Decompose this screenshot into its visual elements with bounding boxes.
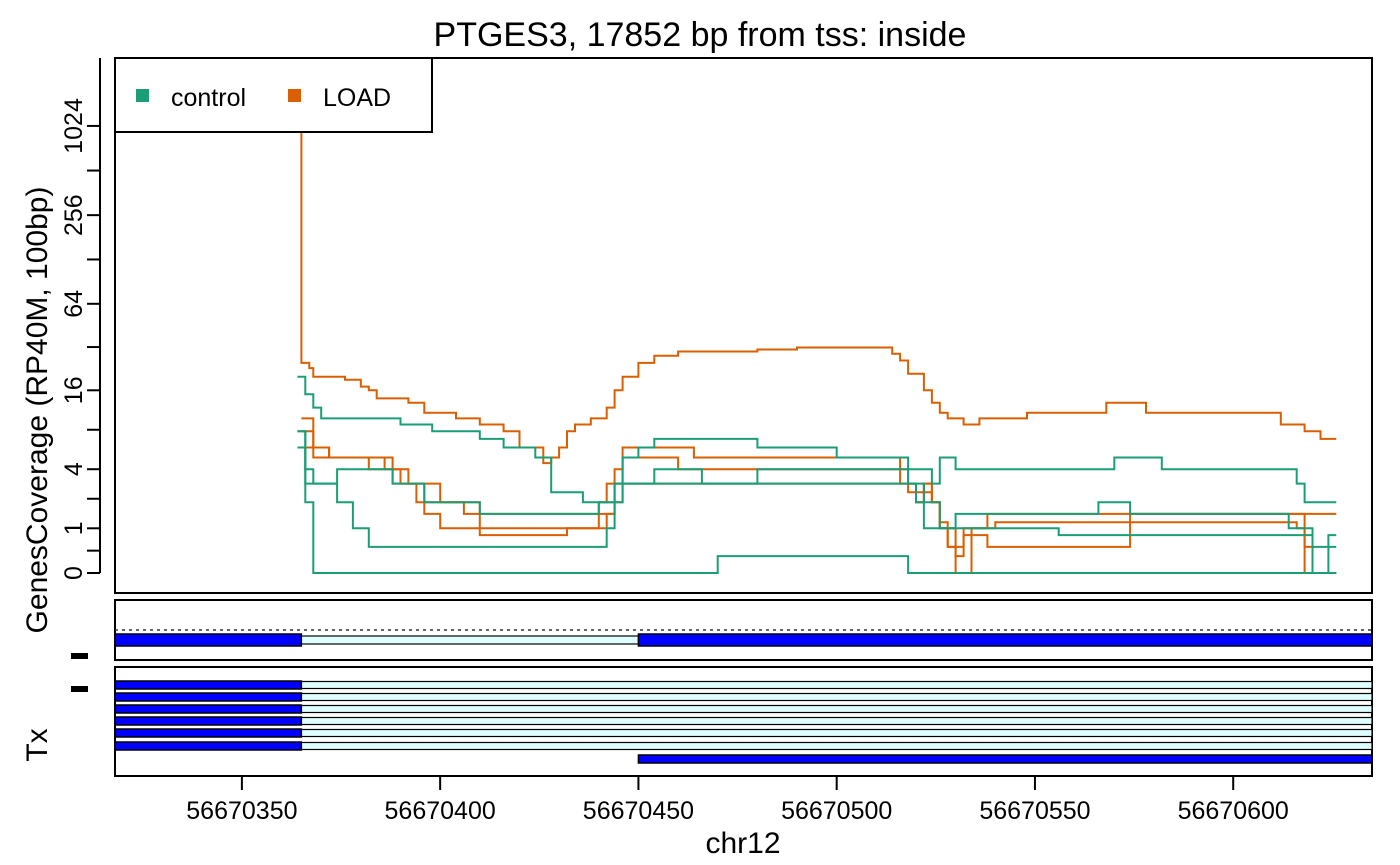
transcript-intron: [300, 692, 1373, 702]
coverage-line-control-5: [297, 375, 1337, 504]
coverage-line-control-7: [297, 446, 1337, 574]
transcript-exon: [114, 716, 303, 726]
genes-label-mark: [71, 686, 88, 692]
y-axis: 0 1 4 16 64 256 1024: [60, 58, 101, 580]
coverage-line-control-6: [297, 430, 1337, 548]
y-axis-title-tx: Tx: [21, 728, 54, 761]
gene-track-frame: [114, 599, 1373, 661]
transcript-track: [114, 680, 1373, 764]
x-axis-title: chr12: [705, 827, 780, 860]
coverage-line-load-1: [297, 81, 1337, 465]
x-tick-label: 56670600: [1178, 797, 1289, 825]
coverage-line-load-3: [301, 430, 1337, 574]
x-tick-label: 56670400: [385, 797, 496, 825]
x-tick-label: 56670350: [186, 797, 297, 825]
transcript-exon: [114, 741, 303, 751]
transcript-intron: [300, 728, 1373, 738]
y-tick-label: 4: [60, 462, 88, 476]
transcript-exon: [637, 754, 1373, 764]
transcript-exon: [114, 728, 303, 738]
gene-track: [114, 633, 1373, 647]
legend-swatch-control: [136, 89, 149, 102]
legend: control LOAD: [114, 57, 433, 133]
coverage-line-load-2: [301, 417, 1337, 574]
transcript-intron: [300, 680, 1373, 690]
coverage-line-control-8: [297, 430, 1337, 574]
transcript-exon: [114, 680, 303, 690]
coverage-line-load-4: [301, 446, 1337, 574]
chart-title: PTGES3, 17852 bp from tss: inside: [434, 16, 967, 54]
coverage-panel-frame: [114, 57, 1373, 594]
transcript-exon: [114, 704, 303, 714]
x-axis: 56670350 56670400 56670450 56670500 56670550…: [186, 775, 1289, 825]
y-tick-label: 0: [60, 566, 88, 580]
x-tick-label: 56670550: [979, 797, 1090, 825]
y-tick-label: 256: [60, 194, 88, 236]
gene-exon: [114, 633, 303, 647]
gene-intron: [300, 635, 640, 645]
legend-label-load: LOAD: [323, 84, 391, 112]
transcript-intron: [300, 704, 1373, 714]
legend-swatch-load: [288, 89, 301, 102]
x-tick-label: 56670450: [583, 797, 694, 825]
y-tick-label: 16: [60, 376, 88, 404]
transcript-intron: [300, 716, 1373, 726]
y-axis-title: GenesCoverage (RP40M, 100bp): [21, 187, 54, 634]
legend-label-control: control: [171, 84, 246, 112]
transcript-exon: [114, 692, 303, 702]
tx-label-mark: [71, 653, 88, 659]
y-tick-label: 64: [60, 290, 88, 318]
y-tick-label: 1024: [60, 98, 88, 154]
gene-exon: [637, 633, 1373, 647]
transcript-intron: [300, 741, 1373, 751]
coverage-lines: [297, 81, 1337, 574]
legend-box: [114, 57, 433, 133]
y-tick-label: 1: [60, 521, 88, 535]
x-tick-label: 56670500: [781, 797, 892, 825]
